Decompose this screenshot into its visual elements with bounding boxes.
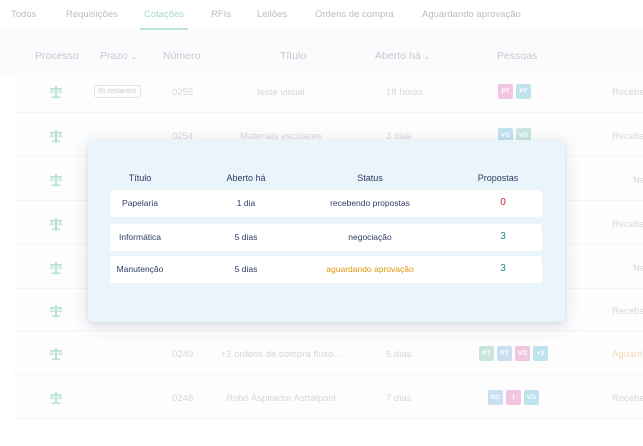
opened-ago: 7 dias [386,393,412,404]
popup-row-opened: 5 dias [234,264,258,274]
quote-title[interactable]: Materiais escolares [240,131,322,142]
people-avatars: RT RT VG +2 [479,346,548,361]
popup-row-title: Papelaria [122,198,158,208]
quote-title[interactable]: Robô Aspirador Astralpool [226,393,336,404]
active-tab-indicator [140,28,188,30]
header-titulo[interactable]: Título [280,50,307,62]
scale-icon [48,173,64,187]
tab-ordens-de-compra[interactable]: Ordens de compra [315,9,394,20]
avatar[interactable]: PT [498,84,513,99]
avatar[interactable]: RT [479,346,494,361]
avatar[interactable]: VG [498,128,513,143]
popup-row-status: aguardando aprovação [326,264,414,274]
header-prazo[interactable]: Prazo ⌄ [100,50,138,62]
people-avatars: PT PT [498,84,531,99]
header-numero[interactable]: Número [163,50,201,62]
popup-row[interactable]: Informática 5 dias negociação 3 [110,224,542,251]
popup-row-proposals: 3 [500,231,506,242]
tab-cotacoes[interactable]: Cotações [144,9,185,20]
deadline-badge: 8h restantes [94,85,141,98]
row-status: Aguard [612,349,643,360]
avatar[interactable]: RT [497,346,512,361]
people-avatars: GC I VG [488,390,539,405]
tab-rfis[interactable]: RFIs [211,9,232,20]
header-aberto[interactable]: Aberto há ⌄ [375,50,431,62]
avatar[interactable]: GC [488,390,503,405]
avatar[interactable]: VG [516,128,531,143]
row-status: Recebe [612,219,643,230]
quotes-summary-popup: Título Aberto há Status Propostas Papela… [88,140,565,322]
table-header: Processo Prazo ⌄ Número Título Aberto há ⌄… [0,30,643,76]
row-status: Recebe [612,87,643,98]
row-status: Recebe [612,393,643,404]
popup-row-opened: 1 dia [236,198,256,208]
chevron-down-icon: ⌄ [423,52,431,61]
popup-header-status: Status [357,173,383,183]
opened-ago: 3 dias [386,131,412,142]
tab-leiloes[interactable]: Leilões [257,9,288,20]
avatar[interactable]: I [506,390,521,405]
quote-number: 0254 [172,131,194,142]
avatar[interactable]: VG [515,346,530,361]
popup-row-status: recebendo propostas [330,198,410,208]
popup-row-title: Informática [118,232,162,242]
scale-icon [48,304,64,318]
quote-number: 0255 [172,87,194,98]
header-pessoas[interactable]: Pessoas [497,50,538,62]
scale-icon [48,217,64,231]
popup-header-aberto: Aberto há [226,173,266,183]
scale-icon [48,347,64,361]
avatar[interactable]: PT [516,84,531,99]
tab-todos[interactable]: Todos [11,9,37,20]
popup-row[interactable]: Manutenção 5 dias aguardando aprovação 3 [110,256,542,283]
table-row[interactable]: 0248 Robô Aspirador Astralpool 7 dias GC I VG… [14,379,643,419]
popup-row-status: negociação [348,232,392,242]
row-status: Ne [633,263,643,274]
avatar[interactable]: VG [524,390,539,405]
scale-icon [48,391,64,405]
row-status: Recebe [612,306,643,317]
people-avatars: VG VG [498,128,531,143]
scale-icon [48,129,64,143]
tab-aguardando-aprovacao[interactable]: Aguardando aprovação [422,9,521,20]
table-row[interactable]: 0249 +2 ordens de compra fluxo... 6 dias RT… [14,335,643,375]
popup-row-proposals: 3 [500,263,506,274]
popup-row-title: Manutenção [116,264,164,274]
row-status: Ne [633,175,643,186]
avatar[interactable]: +2 [533,346,548,361]
popup-header-titulo: Título [128,173,152,183]
popup-row-proposals: 0 [500,197,506,208]
tab-requisicoes[interactable]: Requisições [66,9,118,20]
table-row[interactable]: 8h restantes 0255 teste visual 18 horas PT PT… [14,73,643,113]
quote-number: 0249 [172,349,194,360]
scale-icon [48,85,64,99]
scale-icon [48,261,64,275]
popup-row[interactable]: Papelaria 1 dia recebendo propostas 0 [110,190,542,217]
chevron-down-icon: ⌄ [130,52,138,61]
opened-ago: 6 dias [386,349,412,360]
popup-row-opened: 5 dias [234,232,258,242]
header-processo[interactable]: Processo [35,50,79,62]
quote-title[interactable]: +2 ordens de compra fluxo... [220,349,342,360]
category-tabs: Todos Requisições Cotações RFIs Leilões … [0,0,643,30]
quote-title[interactable]: teste visual [257,87,305,98]
quote-number: 0248 [172,393,194,404]
opened-ago: 18 horas [386,87,423,98]
popup-header-propostas: Propostas [477,173,519,183]
row-status: Recebe [612,131,643,142]
